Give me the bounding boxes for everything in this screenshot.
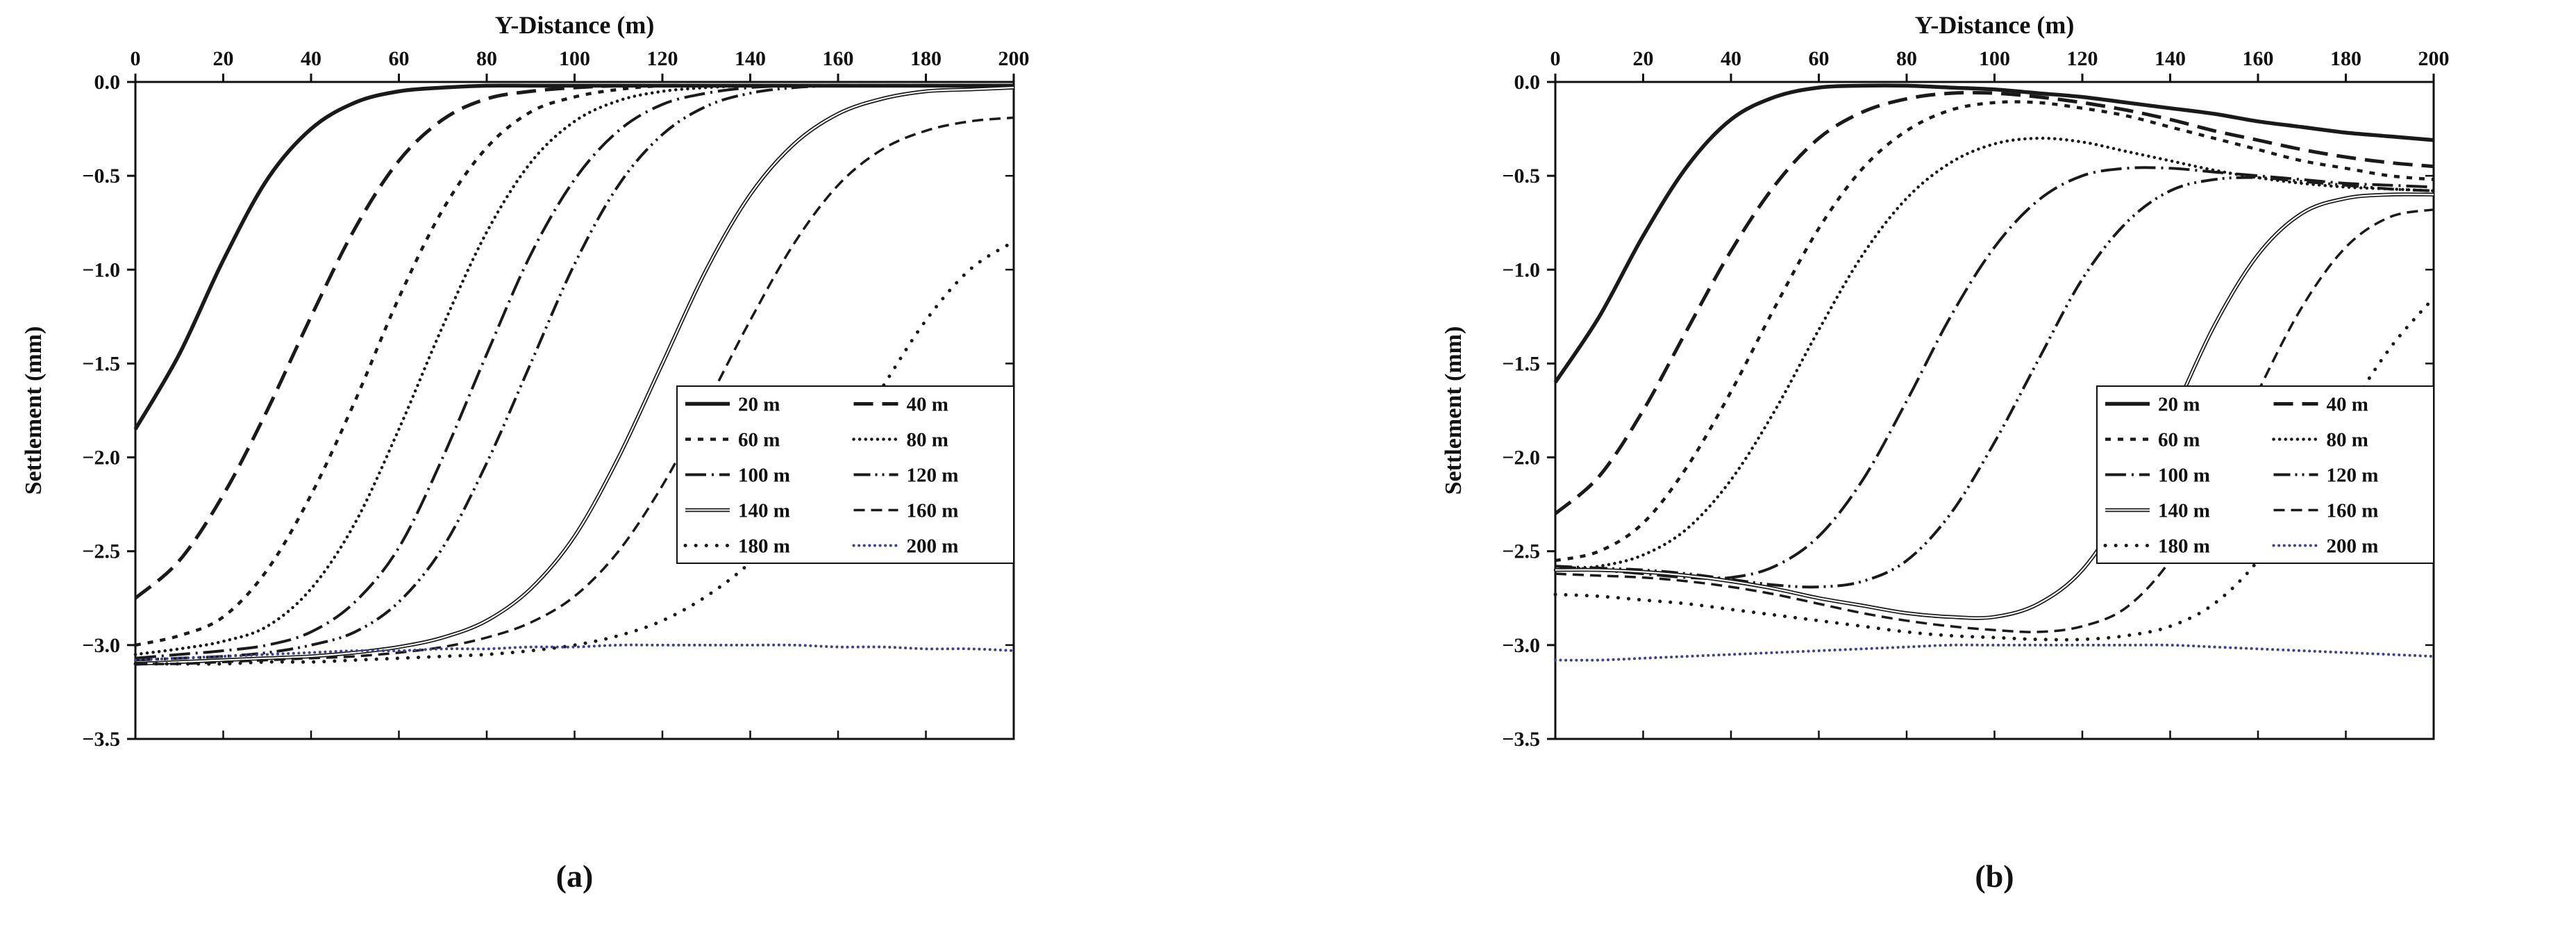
series-group xyxy=(1553,83,2436,662)
legend-label: 140 m xyxy=(738,500,790,522)
settlement-chart-b: Y-Distance (m) Settlement (mm) 0 20 40 60 80 10… xyxy=(1441,11,2450,751)
legend-label: 80 m xyxy=(907,429,948,451)
legend-label: 200 m xyxy=(2327,535,2379,558)
x-tick-label: 120 xyxy=(2067,47,2098,70)
chart-block-a: Y-Distance (m) Settlement (mm) 0 20 40 60 80 10… xyxy=(17,0,1059,932)
figure-caption-b: (b) xyxy=(1975,858,2014,894)
series-group xyxy=(133,83,1016,666)
series-line-60m xyxy=(135,83,1014,647)
x-tick-label: 100 xyxy=(1979,47,2010,70)
series-line-160m xyxy=(1555,208,2434,633)
legend: 20 m 40 m 60 m 80 m 100 m 120 m 140 m 160 m 180 … xyxy=(2096,385,2434,564)
legend-label: 100 m xyxy=(2158,465,2210,487)
x-tick-label: 60 xyxy=(1809,47,1830,70)
y-tick-label: −1.5 xyxy=(1502,352,1540,375)
legend-label: 40 m xyxy=(907,394,948,416)
y-tick-label: −1.5 xyxy=(82,352,120,375)
y-tick-label: −3.5 xyxy=(82,728,120,751)
legend-label: 60 m xyxy=(738,429,780,451)
axes: Y-Distance (m) Settlement (mm) 0 20 40 60 80 10… xyxy=(1441,11,2450,751)
axes: Y-Distance (m) Settlement (mm) 0 20 40 60 80 10… xyxy=(21,11,1030,751)
y-tick-label: −2.5 xyxy=(82,540,120,563)
settlement-chart-a: Y-Distance (m) Settlement (mm) 0 20 40 60 80 10… xyxy=(21,11,1030,751)
y-axis-title: Settlement (mm) xyxy=(1441,326,1466,495)
legend-box xyxy=(676,385,1014,564)
legend-label: 140 m xyxy=(2158,500,2210,522)
series-line-200m xyxy=(1554,643,2435,662)
y-tick-label: −0.5 xyxy=(82,165,120,188)
x-tick-label: 20 xyxy=(1633,47,1654,70)
legend-label: 200 m xyxy=(907,535,959,558)
x-tick-label: 200 xyxy=(998,47,1030,70)
legend-label: 160 m xyxy=(907,500,959,522)
legend-label: 180 m xyxy=(738,535,790,558)
legend-box xyxy=(2096,385,2434,564)
y-axis-title: Settlement (mm) xyxy=(21,326,47,495)
x-tick-label: 40 xyxy=(301,47,321,70)
y-tick-label: −3.0 xyxy=(82,634,120,657)
x-tick-label: 180 xyxy=(2330,47,2361,70)
y-tick-label: −1.0 xyxy=(1502,258,1540,281)
y-tick-label: −2.0 xyxy=(82,447,120,469)
legend-label: 20 m xyxy=(2158,394,2200,416)
y-tick-label: −3.5 xyxy=(1502,728,1540,751)
x-tick-label: 140 xyxy=(2155,47,2186,70)
y-tick-label: −0.5 xyxy=(1502,165,1540,188)
x-tick-label: 120 xyxy=(647,47,678,70)
legend-label: 120 m xyxy=(907,465,959,487)
x-axis-title: Y-Distance (m) xyxy=(1915,11,2075,39)
x-tick-label: 20 xyxy=(213,47,234,70)
x-tick-label: 160 xyxy=(2243,47,2274,70)
x-tick-label: 0 xyxy=(1550,47,1561,70)
legend-label: 80 m xyxy=(2327,429,2368,451)
series-line-60m xyxy=(1555,100,2434,563)
x-tick-label: 200 xyxy=(2418,47,2450,70)
x-tick-label: 160 xyxy=(823,47,854,70)
legend-label: 100 m xyxy=(738,465,790,487)
y-tick-label: −2.0 xyxy=(1502,447,1540,469)
x-axis-title: Y-Distance (m) xyxy=(495,11,655,39)
chart-block-b: Y-Distance (m) Settlement (mm) 0 20 40 60 80 10… xyxy=(1437,0,2479,932)
series-line-120m xyxy=(135,84,1014,662)
y-tick-label: 0.0 xyxy=(94,71,121,94)
series-line-20m xyxy=(133,83,1014,431)
x-tick-label: 180 xyxy=(910,47,942,70)
legend: 20 m 40 m 60 m 80 m 100 m 120 m 140 m 160 m 180 … xyxy=(676,385,1014,564)
series-line-140m-inner xyxy=(1555,193,2434,619)
x-tick-label: 40 xyxy=(1721,47,1741,70)
x-tick-label: 140 xyxy=(735,47,766,70)
series-line-200m xyxy=(134,643,1015,662)
y-tick-label: 0.0 xyxy=(1514,71,1541,94)
figure-caption-a: (a) xyxy=(555,858,594,894)
legend-label: 60 m xyxy=(2158,429,2200,451)
x-tick-label: 80 xyxy=(476,47,497,70)
legend-label: 180 m xyxy=(2158,535,2210,558)
legend-label: 120 m xyxy=(2327,465,2379,487)
series-line-40m xyxy=(1554,90,2434,515)
y-tick-label: −1.0 xyxy=(82,258,120,281)
x-tick-label: 60 xyxy=(389,47,410,70)
series-line-80m xyxy=(133,83,1016,656)
series-line-140m-inner xyxy=(135,87,1014,665)
legend-label: 40 m xyxy=(2327,394,2368,416)
y-tick-label: −3.0 xyxy=(1502,634,1540,657)
legend-label: 160 m xyxy=(2327,500,2379,522)
series-line-20m xyxy=(1553,83,2434,384)
legend-label: 20 m xyxy=(738,394,780,416)
x-tick-label: 0 xyxy=(131,47,141,70)
y-tick-label: −2.5 xyxy=(1502,540,1540,563)
series-line-140m xyxy=(135,85,1014,666)
x-tick-label: 100 xyxy=(559,47,590,70)
series-line-100m xyxy=(135,84,1014,660)
series-line-160m xyxy=(135,116,1014,665)
x-tick-label: 80 xyxy=(1896,47,1917,70)
